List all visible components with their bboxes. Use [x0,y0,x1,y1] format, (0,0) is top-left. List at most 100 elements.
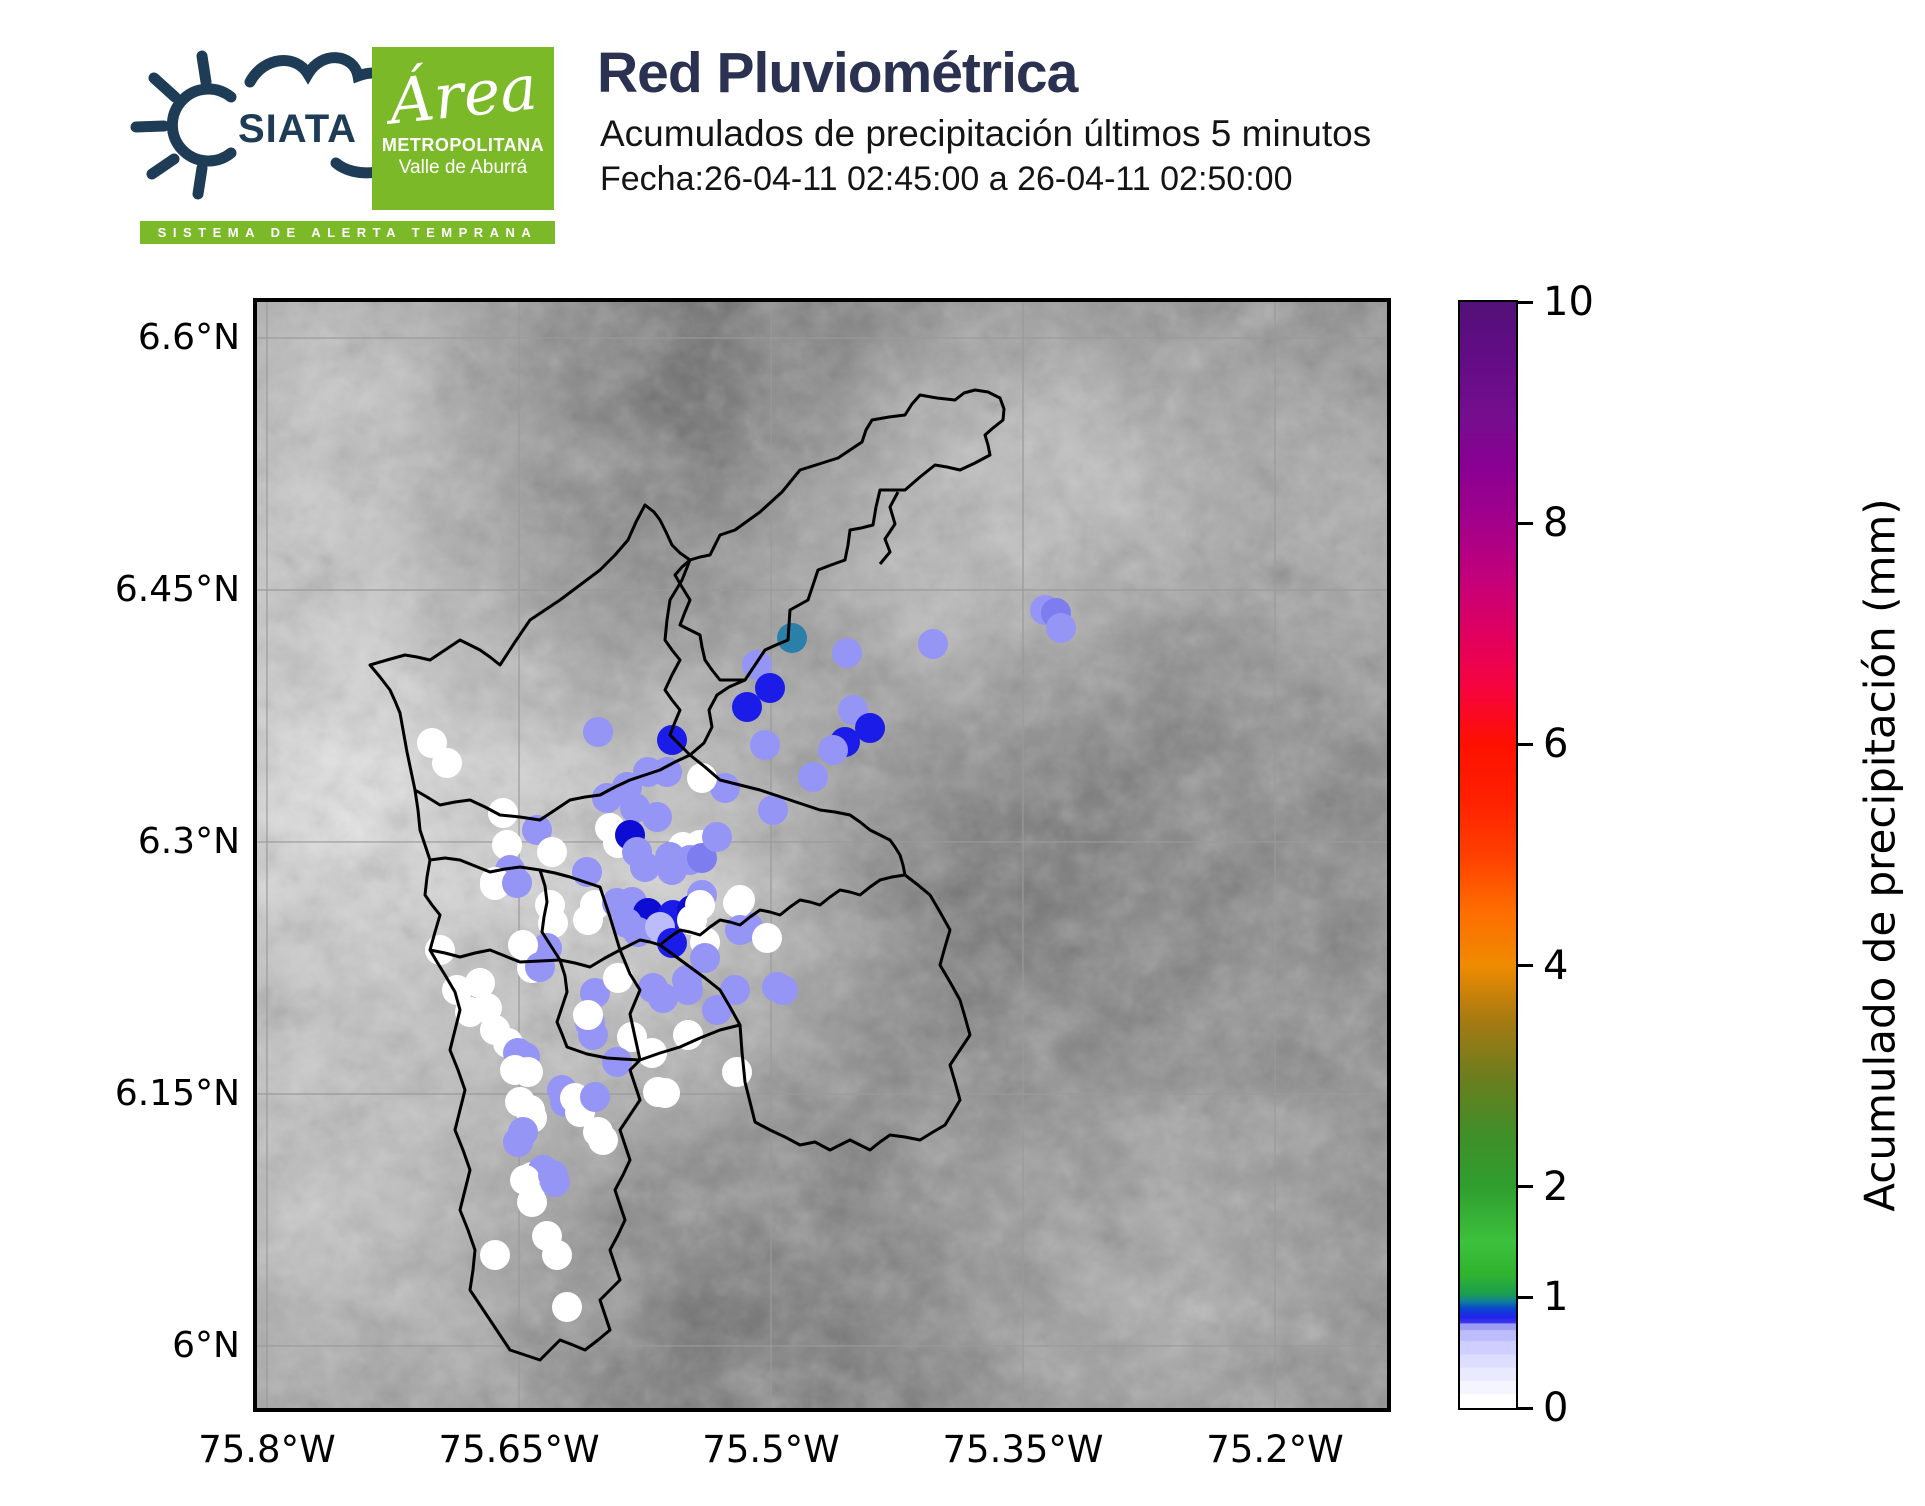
boundary-sabaneta-south [618,949,642,1061]
colorbar-tick-label: 2 [1543,1163,1569,1210]
page-subtitle: Acumulados de precipitación últimos 5 mi… [600,113,1372,154]
page-title: Red Pluviométrica [597,41,1078,105]
station-dot [657,928,687,958]
y-tick-label: 6°N [172,1324,240,1366]
station-dot [758,795,788,825]
station-dot [752,923,782,953]
colorbar-tick [1518,964,1533,968]
boundary-bello-north [368,503,692,822]
sun-icon [166,83,237,167]
station-dot [602,1047,632,1077]
boundary-caldas [443,974,642,1362]
station-dot [617,1022,647,1052]
station-dot [855,713,885,743]
station-dot [492,830,522,860]
station-dot [687,763,717,793]
colorbar-tick [1518,1185,1533,1189]
station-dot [755,673,785,703]
area-logo-line2: Valle de Aburrá [398,157,528,178]
boundary-medellin-east [689,753,907,876]
colorbar-tick [1518,1295,1533,1299]
map-frame [253,298,1391,1412]
station-dot [502,868,532,898]
area-metropolitana-logo: Área METROPOLITANA Valle de Aburrá [372,47,554,210]
terrain-hillshade [257,302,1387,1408]
station-dot [723,888,753,918]
boundary-laestrella [538,869,562,961]
station-dot [732,692,762,722]
date-range: Fecha:26-04-11 02:45:00 a 26-04-11 02:50… [600,160,1293,198]
station-dot [648,983,678,1013]
station-dot [673,975,703,1005]
station-dot [517,1187,547,1217]
station-dot [657,725,687,755]
colorbar-tick-label: 4 [1543,942,1569,989]
station-dot [573,1000,603,1030]
colorbar-tick-label: 0 [1543,1385,1569,1431]
colorbar-tick-label: 10 [1543,279,1594,325]
station-dot [465,968,495,998]
colorbar-tick-label: 6 [1543,721,1569,768]
x-tick-label: 75.35°W [942,1428,1104,1471]
station-dot [573,905,603,935]
station-dot [768,975,798,1005]
station-dot [818,735,848,765]
siata-logo-text: SIATA [238,107,357,151]
siata-banner: SISTEMA DE ALERTA TEMPRANA [140,221,555,244]
station-dot [702,995,732,1025]
station-dot [538,1160,568,1190]
station-dot [832,638,862,668]
boundary-barbosa-girardota [673,388,1006,682]
station-dot [710,773,740,803]
y-tick-label: 6.45°N [114,569,240,610]
station-dot [503,1127,533,1157]
colorbar-tick-label: 1 [1543,1274,1569,1321]
station-dot [603,963,633,993]
graticule [257,302,1387,1408]
station-dot [480,1240,510,1270]
colorbar-tick-label: 8 [1543,500,1569,547]
rain-gauge-stations [417,595,1076,1322]
station-dot [725,915,755,945]
station-dot [690,943,720,973]
boundary-envigado [639,943,742,1062]
station-dot [677,905,707,935]
colorbar-tick [1518,742,1533,746]
area-logo-script: Área [385,50,541,139]
station-dot [432,748,462,778]
sun-ray-icon [146,153,180,180]
colorbar-tick [1518,300,1533,304]
station-dot [583,717,613,747]
colorbar-axis-label: Acumulado de precipitación (mm) [1855,498,1905,1212]
station-dot [918,629,948,659]
station-dot [508,930,538,960]
station-dot [525,952,555,982]
colorbar [1458,300,1518,1410]
x-tick-label: 75.65°W [438,1428,600,1471]
station-dot [580,1082,610,1112]
station-dot [750,730,780,760]
station-dot [588,1125,618,1155]
station-dot [480,870,510,900]
municipality-boundaries [368,388,1006,1362]
colorbar-tick [1518,521,1533,525]
boundary-medellin-south [619,873,906,952]
x-tick-label: 75.8°W [198,1428,336,1471]
boundary-itagui [429,856,622,951]
boundary-east-lobe [738,873,972,1152]
boundary-divide [878,491,900,565]
sun-ray-icon [192,162,208,200]
area-logo-line1: METROPOLITANA [381,135,545,155]
y-tick-label: 6.3°N [137,820,240,862]
boundary-copacabana [689,678,746,757]
station-dot [592,783,622,813]
station-dot [687,843,717,873]
sun-ray-icon [130,120,170,133]
station-dot [522,815,552,845]
station-dot [798,762,828,792]
station-dot [720,975,750,1005]
siata-logo: SIATA [130,50,398,200]
station-dot [642,802,672,832]
station-dot [702,822,732,852]
